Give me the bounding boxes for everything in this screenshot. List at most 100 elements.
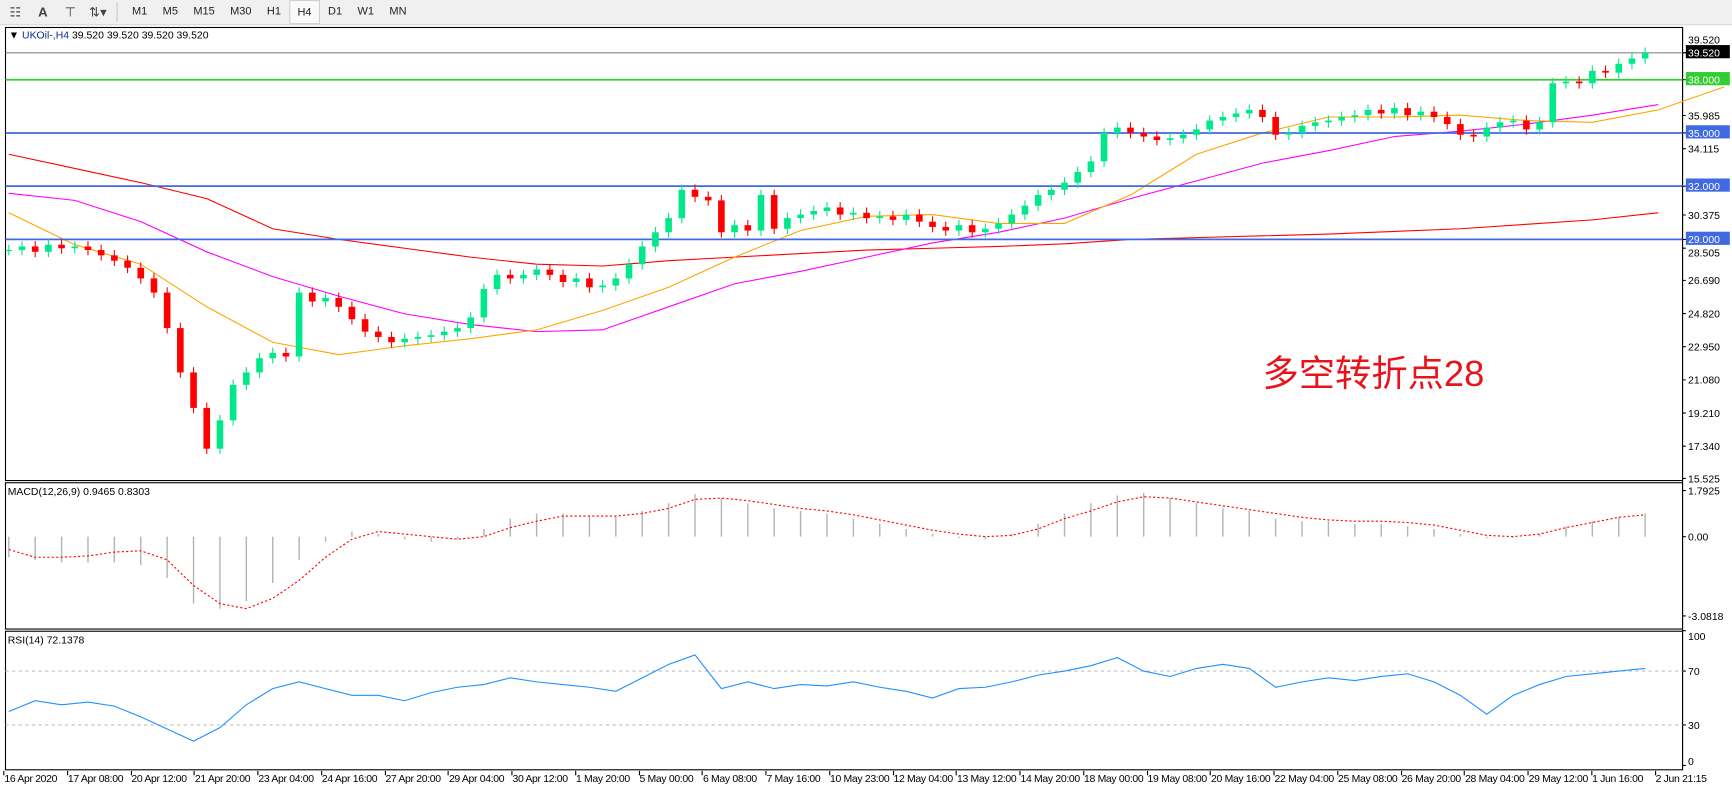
rsi-tick-label: 0 [1688, 757, 1694, 768]
candle-body [1562, 81, 1570, 84]
time-tick-label: 29 Apr 04:00 [448, 773, 505, 786]
time-tick [828, 770, 830, 776]
collapse-icon[interactable]: ▼ [8, 29, 20, 42]
candle [1470, 129, 1477, 142]
candle [1338, 111, 1345, 126]
time-tick [66, 770, 68, 776]
candle [1641, 47, 1649, 64]
candle [995, 218, 1002, 235]
candle-body [58, 244, 65, 249]
price-tick-label: 22.950 [1688, 343, 1720, 354]
candle [388, 331, 395, 348]
candle [1034, 189, 1042, 212]
candle [744, 219, 752, 236]
level-label-38.000: 38.000 [1688, 76, 1720, 87]
candle-body [1272, 116, 1279, 135]
candle [216, 414, 224, 455]
candle-body [784, 218, 791, 229]
candle [177, 322, 184, 378]
fibonacci-fan-icon[interactable]: ☷ [9, 4, 22, 20]
candle [467, 312, 474, 334]
candle-body [163, 292, 171, 329]
candle [1589, 65, 1596, 89]
candle [942, 221, 950, 236]
candle-body [876, 216, 884, 219]
timeframe-m30[interactable]: M30 [230, 4, 252, 18]
level-label-35.000-bg [1685, 125, 1730, 139]
candle [1562, 76, 1570, 89]
time-tick [1527, 770, 1529, 776]
timeframe-m5[interactable]: M5 [162, 4, 178, 18]
timeframe-w1[interactable]: W1 [357, 4, 375, 18]
level-label-29.000: 29.000 [1688, 235, 1720, 246]
ohlc-values: 39.520 39.520 39.520 39.520 [71, 29, 209, 42]
time-tick [447, 770, 449, 776]
timeframe-h4[interactable]: H4 [288, 0, 321, 25]
level-label-35.000: 35.000 [1688, 129, 1720, 140]
candle [638, 241, 646, 270]
time-tick-label: 27 Apr 20:00 [385, 773, 441, 786]
candle-body [942, 226, 950, 231]
price-tick-label: 39.520 [1688, 35, 1720, 46]
macd-legend: MACD(12,26,9) 0.9465 0.8303 [7, 486, 150, 499]
annotation-text[interactable]: 多空转折点28 [1262, 353, 1485, 394]
candle [823, 202, 831, 217]
toolbar: ☷ A ⊤ ⇅▾ M1 M5 M15 M30 H1 H4 D1 W1 MN [0, 0, 1732, 26]
timeframe-d1[interactable]: D1 [328, 4, 343, 18]
time-tick-label: 28 May 04:00 [1465, 773, 1525, 786]
candle-body [480, 289, 488, 318]
candle [361, 313, 369, 337]
text-icon[interactable]: A [38, 4, 48, 20]
candle [612, 273, 620, 291]
time-tick-label: 1 Jun 16:00 [1592, 773, 1644, 786]
candle-body [1549, 83, 1557, 123]
rsi-pane [4, 630, 1684, 771]
timeframe-h1[interactable]: H1 [266, 4, 281, 18]
time-tick-label: 5 May 00:00 [639, 773, 694, 786]
candle-body [1166, 138, 1174, 141]
time-tick-label: 18 May 00:00 [1084, 773, 1144, 786]
candle [678, 184, 686, 224]
time-tick [1590, 770, 1593, 776]
candle-body [335, 297, 343, 307]
candle-body [1523, 120, 1530, 130]
candle-body [1575, 81, 1583, 84]
candle [493, 269, 501, 295]
candle [652, 226, 659, 252]
candle-body [124, 260, 131, 268]
candle [929, 216, 936, 233]
level-label-29.000-bg [1685, 231, 1730, 245]
candle-body [1245, 109, 1253, 114]
candle-body [1391, 108, 1398, 114]
text-label-icon[interactable]: ⊤ [64, 4, 77, 20]
arrows-icon[interactable]: ⇅▾ [89, 4, 107, 20]
level-label-32.000: 32.000 [1688, 182, 1720, 193]
macd-tick-label: -3.0818 [1688, 612, 1724, 623]
candle [1127, 122, 1134, 139]
candle [876, 211, 884, 224]
candle-body [718, 200, 725, 233]
candle-body [586, 278, 593, 288]
candle [1193, 124, 1200, 141]
candle [1048, 184, 1055, 201]
candle-body [1179, 134, 1187, 139]
candle [1285, 127, 1293, 141]
candle [599, 280, 606, 293]
time-tick-label: 23 Apr 04:00 [258, 773, 314, 786]
candle-body [414, 336, 422, 339]
timeframe-mn[interactable]: MN [389, 4, 407, 18]
candle-body [982, 228, 989, 233]
timeframe-m15[interactable]: M15 [193, 4, 215, 18]
candle [137, 262, 145, 284]
candle-body [968, 225, 976, 233]
macd-pane [4, 482, 1684, 630]
candle [1100, 127, 1108, 167]
timeframe-m1[interactable]: M1 [131, 4, 148, 18]
candle-body [691, 189, 699, 197]
level-label-38.000-bg [1685, 72, 1730, 86]
candle [1391, 102, 1398, 119]
time-tick-label: 21 Apr 20:00 [194, 773, 251, 786]
candle-body [1127, 127, 1134, 133]
